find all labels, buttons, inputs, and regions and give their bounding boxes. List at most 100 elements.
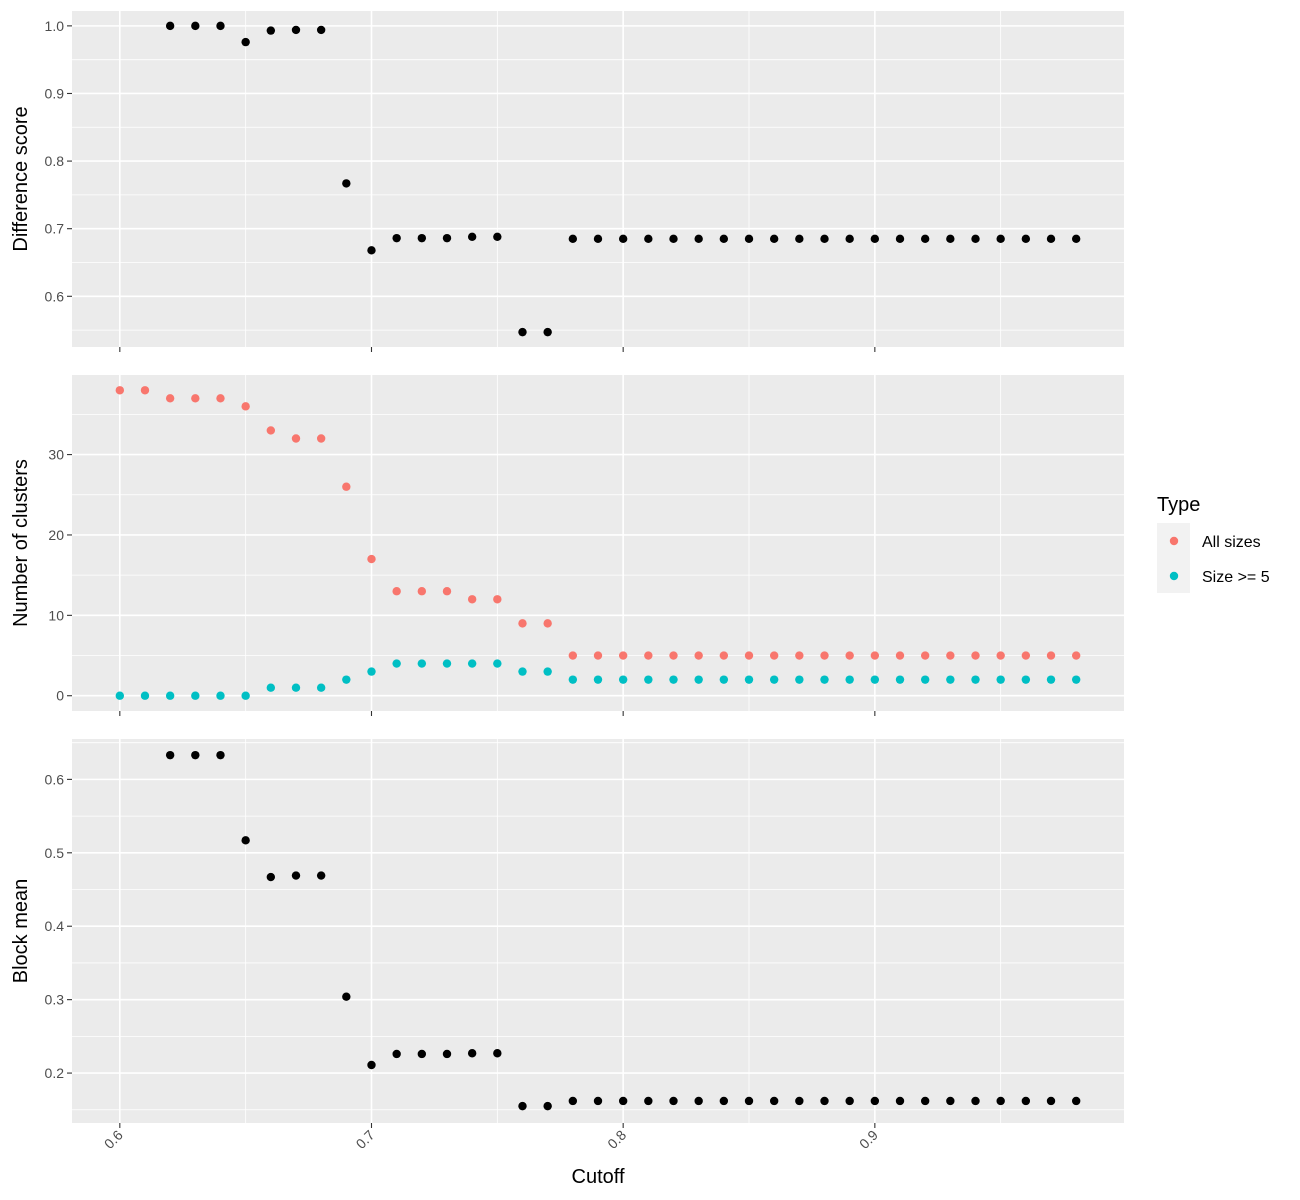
data-point — [316, 683, 326, 692]
panel-background — [72, 739, 1124, 1123]
data-point — [618, 234, 628, 244]
data-point — [115, 386, 125, 395]
data-point — [744, 675, 754, 684]
data-point — [996, 651, 1005, 660]
data-point — [493, 659, 502, 668]
data-point — [165, 750, 175, 760]
data-point — [669, 675, 678, 684]
data-point — [694, 651, 703, 660]
data-point — [392, 1049, 401, 1059]
data-point — [442, 659, 452, 668]
data-point — [392, 587, 401, 596]
data-point — [518, 619, 527, 628]
y-tick-label: 0.6 — [45, 288, 65, 304]
y-axis-label: Block mean — [10, 879, 32, 984]
y-tick-label: 20 — [48, 527, 64, 543]
data-point — [1021, 675, 1031, 684]
data-point — [241, 836, 250, 845]
data-point — [342, 675, 351, 684]
data-point — [191, 691, 200, 700]
data-point — [266, 26, 276, 35]
y-axis-label: Difference score — [10, 106, 32, 251]
legend: Type All sizes Size >= 5 — [1157, 494, 1270, 593]
data-point — [618, 675, 628, 684]
x-axis-label: Cutoff — [572, 1166, 625, 1188]
data-point — [795, 234, 804, 244]
series-2 — [115, 659, 1081, 700]
data-point — [593, 234, 603, 244]
x-tick-label: 0.9 — [856, 1127, 881, 1152]
legend-label: All sizes — [1202, 534, 1261, 551]
legend-key — [1169, 536, 1179, 546]
data-point — [467, 595, 477, 604]
data-point — [1046, 651, 1056, 660]
data-point — [795, 1096, 804, 1106]
data-point — [996, 1096, 1005, 1106]
data-point — [216, 750, 225, 760]
data-point — [820, 675, 829, 684]
data-point — [316, 871, 326, 880]
data-point — [165, 691, 175, 700]
data-point — [241, 37, 250, 47]
data-point — [417, 233, 427, 243]
data-point — [165, 21, 175, 31]
data-point — [845, 675, 854, 684]
data-point — [996, 675, 1005, 684]
data-point — [442, 587, 452, 596]
data-point — [694, 234, 703, 244]
data-point — [1046, 1096, 1056, 1106]
data-point — [719, 1096, 729, 1106]
x-tick-label: 0.7 — [353, 1127, 378, 1152]
series-1 — [165, 750, 1081, 1111]
data-point — [191, 21, 200, 31]
data-point — [467, 232, 477, 242]
data-point — [694, 675, 703, 684]
data-point — [442, 233, 452, 243]
data-point — [1021, 651, 1031, 660]
x-tick-label: 0.8 — [604, 1127, 629, 1152]
data-point — [895, 651, 905, 660]
data-point — [593, 675, 603, 684]
data-point — [417, 1049, 427, 1059]
data-point — [895, 1096, 905, 1106]
data-point — [644, 1096, 653, 1106]
data-point — [140, 386, 150, 395]
panel-background — [72, 11, 1124, 347]
data-point — [920, 675, 930, 684]
data-point — [946, 675, 955, 684]
data-point — [291, 871, 301, 880]
data-point — [870, 234, 880, 244]
data-point — [845, 1096, 854, 1106]
data-point — [669, 651, 678, 660]
data-point — [1071, 234, 1081, 244]
data-point — [820, 234, 829, 244]
panels: 0.6 0.7 0.8 0.9 1.0 Difference score 0 10 20 30 Nu… — [10, 11, 1124, 1152]
data-point — [367, 246, 376, 255]
data-point — [543, 327, 552, 337]
data-point — [644, 234, 653, 244]
data-point — [719, 234, 729, 244]
data-point — [1021, 1096, 1031, 1106]
data-point — [518, 1101, 527, 1111]
data-point — [115, 691, 125, 700]
panel-3: 0.2 0.3 0.4 0.5 0.6 Block mean — [10, 739, 1124, 1128]
legend-title: Type — [1157, 494, 1200, 516]
data-point — [971, 651, 980, 660]
data-point — [291, 25, 301, 35]
data-point — [493, 1049, 502, 1058]
data-point — [769, 675, 779, 684]
data-point — [769, 651, 779, 660]
data-point — [266, 872, 276, 882]
data-point — [870, 651, 880, 660]
data-point — [216, 21, 225, 31]
data-point — [191, 394, 200, 403]
data-point — [996, 234, 1005, 244]
data-point — [769, 1096, 779, 1106]
data-point — [644, 651, 653, 660]
y-tick-label: 1.0 — [45, 18, 65, 34]
data-point — [568, 675, 578, 684]
data-point — [795, 651, 804, 660]
data-point — [543, 619, 552, 628]
data-point — [568, 234, 578, 244]
data-point — [719, 651, 729, 660]
